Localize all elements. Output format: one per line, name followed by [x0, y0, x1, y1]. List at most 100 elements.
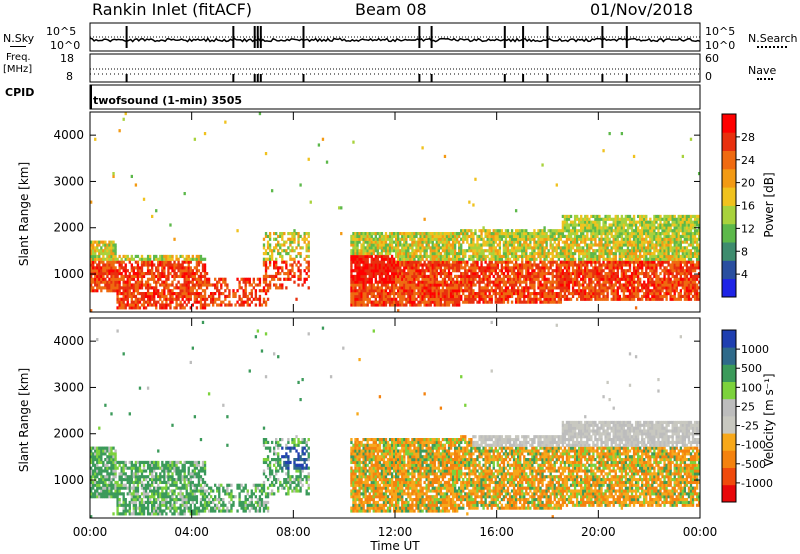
echo-cell — [108, 246, 111, 250]
echo-cell — [645, 217, 648, 221]
echo-cell — [460, 229, 463, 233]
echo-cell — [659, 240, 662, 244]
echo-cell — [307, 274, 310, 279]
echo-cell — [517, 269, 520, 273]
echo-cell — [641, 234, 644, 239]
echo-cell — [366, 272, 369, 276]
echo-cell — [384, 274, 388, 279]
echo-cell — [453, 246, 457, 250]
echo-cell — [537, 246, 540, 250]
echo-cell — [606, 280, 609, 284]
echo-cell — [604, 223, 607, 227]
echo-cell — [285, 252, 288, 256]
echo-cell — [163, 272, 166, 276]
echo-cell — [502, 240, 506, 244]
echo-cell — [521, 280, 524, 284]
echo-cell — [439, 283, 443, 287]
echo-cell — [490, 252, 493, 256]
echo-cell — [647, 257, 650, 261]
echo-cell — [626, 229, 630, 233]
nsky-panel-frame — [89, 22, 701, 52]
echo-cell — [197, 294, 201, 299]
echo-cell — [632, 283, 636, 287]
echo-cell — [409, 257, 412, 261]
echo-cell — [514, 266, 518, 270]
echo-cell — [634, 269, 638, 273]
echo-cell — [490, 257, 493, 261]
echo-cell — [590, 297, 593, 301]
echo-cell — [517, 266, 520, 270]
echo-cell — [498, 249, 502, 253]
echo-cell — [443, 263, 447, 267]
echo-cell — [431, 297, 434, 301]
echo-cell — [234, 292, 237, 296]
echo-cell — [665, 272, 668, 276]
echo-cell — [460, 272, 463, 276]
echo-cell — [588, 254, 591, 259]
echo-cell — [602, 263, 605, 267]
echo-cell — [429, 249, 432, 253]
echo-cell — [655, 237, 658, 241]
echo-cell — [466, 289, 469, 293]
echo-cell — [108, 254, 111, 259]
echo-cell — [653, 269, 656, 273]
echo-cell — [173, 237, 176, 241]
echo-cell — [100, 240, 103, 244]
echo-cell — [608, 260, 611, 264]
echo-cell — [195, 266, 199, 270]
echo-cell — [197, 277, 201, 281]
echo-cell — [378, 266, 382, 270]
echo-cell — [490, 272, 493, 276]
echo-cell — [474, 294, 477, 299]
echo-cell — [494, 260, 497, 264]
echo-cell — [582, 277, 585, 281]
echo-cell — [429, 289, 432, 293]
echo-cell — [397, 232, 400, 236]
echo-cell — [112, 272, 115, 276]
echo-cell — [356, 252, 359, 256]
echo-cell — [561, 294, 565, 299]
echo-cell — [582, 249, 585, 253]
echo-cell — [392, 240, 396, 244]
echo-cell — [277, 252, 280, 256]
echo-cell — [403, 266, 406, 270]
echo-cell — [382, 266, 386, 270]
echo-cell — [390, 240, 394, 244]
echo-cell — [449, 263, 453, 267]
echo-cell — [248, 303, 251, 307]
echo-cell — [437, 252, 441, 256]
echo-cell — [248, 280, 251, 284]
echo-cell — [453, 249, 457, 253]
echo-cell — [480, 229, 483, 233]
echo-cell — [492, 252, 495, 256]
echo-cell — [628, 297, 632, 301]
echo-cell — [356, 243, 359, 247]
echo-cell — [356, 289, 359, 293]
echo-cell — [657, 226, 660, 230]
echo-cell — [126, 292, 129, 296]
echo-cell — [557, 263, 560, 267]
echo-cell — [242, 303, 245, 307]
echo-cell — [435, 283, 438, 287]
echo-cell — [415, 243, 418, 247]
echo-cell — [384, 240, 388, 244]
echo-cell — [594, 286, 597, 290]
echo-cell — [630, 234, 634, 239]
echo-cell — [624, 240, 628, 244]
echo-cell — [307, 246, 310, 250]
echo-cell — [622, 263, 626, 267]
echo-cell — [604, 214, 607, 219]
echo-cell — [350, 243, 353, 247]
echo-cell — [630, 252, 634, 256]
echo-cell — [427, 300, 430, 304]
echo-cell — [90, 283, 93, 287]
echo-cell — [142, 197, 146, 201]
echo-cell — [543, 280, 546, 284]
echo-cell — [571, 260, 575, 264]
echo-cell — [571, 277, 575, 281]
echo-cell — [372, 232, 375, 236]
echo-cell — [598, 257, 601, 261]
echo-cell — [199, 254, 203, 259]
echo-cell — [380, 280, 384, 284]
echo-cell — [620, 223, 624, 227]
